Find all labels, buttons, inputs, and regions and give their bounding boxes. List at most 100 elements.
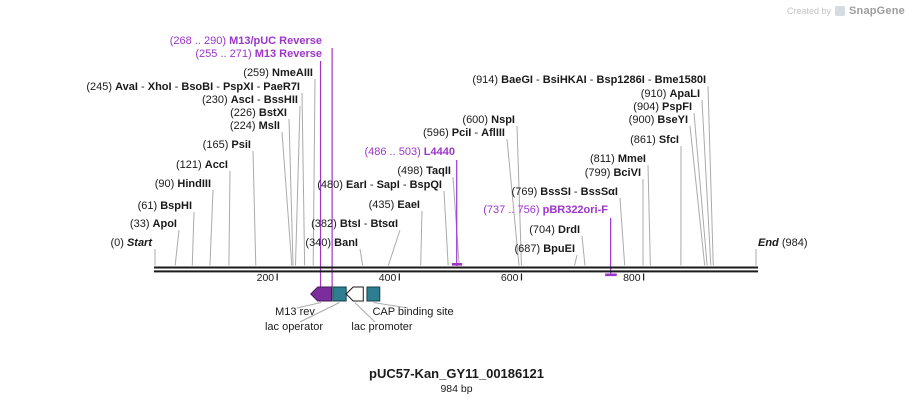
site-position: (90) <box>154 178 178 190</box>
leader-line <box>294 105 301 266</box>
restriction-site-label: (480) EarI - SapI - BspQI <box>317 180 442 191</box>
site-position: (259) <box>243 67 273 79</box>
leader-line <box>228 170 231 266</box>
primer-label: (737 .. 756) pBR322ori-F <box>483 205 608 216</box>
site-position: (121) <box>176 159 205 171</box>
enzyme-name: DrdI <box>558 224 580 236</box>
restriction-site-label: (340) BanI <box>305 238 358 249</box>
enzyme-name: PsiI <box>231 139 251 151</box>
feature-lac-promoter-leader-line <box>354 302 376 323</box>
leader-line <box>252 150 257 266</box>
start-label: (0) Start <box>110 238 152 249</box>
start-text: Start <box>126 237 152 249</box>
restriction-site-label: (226) BstXI <box>230 108 287 119</box>
primer-position: (737 .. 756) <box>483 204 543 216</box>
enzyme-name: BtsI <box>339 218 361 230</box>
enzyme-name: Bme1580I <box>654 74 706 86</box>
plasmid-title: pUC57-Kan_GY11_00186121 <box>369 366 544 381</box>
restriction-site-label: (596) PciI - AflIII <box>423 128 505 139</box>
axis-tick-label: 400 <box>379 272 397 284</box>
site-position: (600) <box>462 114 492 126</box>
leader-line <box>191 211 195 266</box>
enzyme-name: BsiHKAI <box>542 74 587 86</box>
leader-line <box>574 254 578 266</box>
enzyme-name: BstXI <box>258 107 287 119</box>
restriction-site-label: (165) PsiI <box>203 140 251 151</box>
primer-label: (268 .. 290) M13/pUC Reverse <box>170 36 322 47</box>
restriction-site-label: (704) DrdI <box>529 225 580 236</box>
enzyme-name: BtsαI <box>370 218 398 230</box>
end-text: End <box>758 237 779 249</box>
leader-line <box>443 190 449 266</box>
leader-line <box>707 85 714 266</box>
primer-label: (486 .. 503) L4440 <box>364 147 455 158</box>
separator: - <box>213 81 223 93</box>
enzyme-name: MmeI <box>617 153 646 165</box>
feature-name: lac operator <box>264 321 324 333</box>
enzyme-name: PspXI <box>222 81 254 93</box>
restriction-site-label: (230) AscI - BssHII <box>202 95 298 106</box>
leader-line <box>452 176 460 266</box>
feature-lac-operator-label: lac operator <box>265 322 323 333</box>
primer-span-bar <box>605 273 617 277</box>
site-position: (861) <box>630 134 659 146</box>
plasmid-length: 984 bp <box>440 383 473 395</box>
separator: - <box>171 81 182 93</box>
leader-line <box>516 125 522 266</box>
axis-tick-label: 800 <box>623 272 641 284</box>
enzyme-name: NmeAIII <box>272 67 313 79</box>
leader-line <box>420 210 423 266</box>
separator: - <box>644 74 655 86</box>
feature-lac-operator-leader-line <box>299 302 340 323</box>
restriction-site-label: (224) MslI <box>230 121 280 132</box>
restriction-site-label: (600) NspI <box>462 115 515 126</box>
restriction-site-label: (910) ApaLI <box>641 89 700 100</box>
site-position: (224) <box>229 120 259 132</box>
restriction-site-label: (259) NmeAIII <box>243 68 313 79</box>
primer-name: L4440 <box>423 146 455 158</box>
enzyme-name: PciI <box>451 127 472 139</box>
site-position: (226) <box>230 107 259 119</box>
site-position: (61) <box>137 200 161 212</box>
site-position: (811) <box>589 153 618 165</box>
leader-line <box>288 118 294 266</box>
enzyme-name: ApoI <box>152 218 177 230</box>
site-position: (799) <box>584 167 614 179</box>
primer-label: (255 .. 271) M13 Reverse <box>195 49 322 60</box>
site-position: (230) <box>201 94 231 106</box>
restriction-site-label: (435) EaeI <box>369 200 420 211</box>
primer-position: (268 .. 290) <box>169 35 230 47</box>
site-position: (914) <box>472 74 502 86</box>
restriction-site-label: (33) ApoI <box>130 219 177 230</box>
enzyme-name: TaqII <box>426 165 451 177</box>
primer-name: M13/pUC Reverse <box>229 35 322 47</box>
separator: - <box>253 81 264 93</box>
enzyme-name: HindIII <box>177 178 211 190</box>
site-position: (245) <box>86 81 116 93</box>
enzyme-name: BssSαI <box>580 186 618 198</box>
feature-cap-binding-site-label: CAP binding site <box>372 307 453 318</box>
site-position: (910) <box>640 88 670 100</box>
end-position: (984) <box>778 237 808 249</box>
site-position: (382) <box>311 218 340 230</box>
sequence-line-top <box>154 266 758 269</box>
enzyme-name: XhoI <box>147 81 172 93</box>
feature-m13-rev-leader-line <box>296 302 322 309</box>
end-label: End (984) <box>758 238 808 249</box>
tick-number: 200 <box>256 271 275 284</box>
site-position: (165) <box>202 139 232 151</box>
enzyme-name: Bsp1286I <box>596 74 645 86</box>
enzyme-name: EaeI <box>397 199 420 211</box>
separator: - <box>399 179 410 191</box>
restriction-site-label: (498) TaqII <box>397 166 451 177</box>
tick-number: 600 <box>500 271 519 284</box>
enzyme-name: BseYI <box>657 114 688 126</box>
leader-line <box>506 138 520 266</box>
feature-name: lac promoter <box>351 321 413 333</box>
leader-line <box>281 131 293 266</box>
site-position: (596) <box>423 127 452 139</box>
leader-line <box>209 189 214 266</box>
feature-lac-promoter-label: lac promoter <box>351 322 412 333</box>
